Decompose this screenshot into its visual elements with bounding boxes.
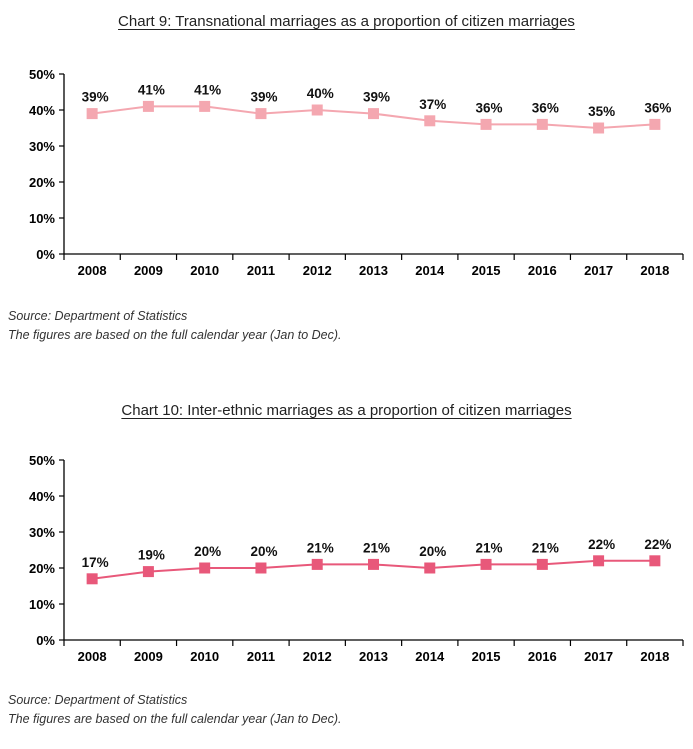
x-tick-label: 2014 bbox=[415, 649, 445, 664]
data-label: 41% bbox=[138, 82, 165, 97]
data-label: 21% bbox=[307, 540, 334, 555]
y-tick-label: 10% bbox=[29, 597, 55, 612]
chart-9-source: Source: Department of Statistics bbox=[8, 309, 188, 323]
data-point-marker bbox=[649, 118, 661, 130]
x-tick-label: 2018 bbox=[640, 263, 669, 278]
y-tick-label: 30% bbox=[29, 525, 55, 540]
data-point-marker bbox=[649, 555, 661, 567]
data-point-marker bbox=[368, 108, 379, 120]
x-tick-label: 2016 bbox=[528, 649, 557, 664]
data-point-marker bbox=[311, 104, 323, 116]
x-tick-label: 2016 bbox=[528, 263, 557, 278]
chart-10-note: The figures are based on the full calend… bbox=[8, 712, 342, 726]
y-tick-label: 0% bbox=[36, 247, 55, 262]
x-tick-label: 2011 bbox=[247, 649, 275, 664]
data-label: 39% bbox=[250, 90, 277, 105]
y-tick-label: 20% bbox=[29, 561, 55, 576]
data-point-marker bbox=[142, 100, 154, 112]
data-point-marker bbox=[593, 555, 605, 567]
data-point-marker bbox=[368, 558, 379, 570]
x-tick-label: 2010 bbox=[190, 263, 219, 278]
x-tick-label: 2017 bbox=[584, 649, 613, 664]
data-label: 35% bbox=[588, 104, 615, 119]
data-label: 21% bbox=[476, 540, 503, 555]
data-label: 20% bbox=[419, 544, 446, 559]
data-label: 17% bbox=[82, 555, 109, 570]
data-label: 36% bbox=[532, 100, 559, 115]
y-tick-label: 0% bbox=[36, 633, 55, 648]
x-tick-label: 2010 bbox=[190, 649, 219, 664]
y-tick-label: 30% bbox=[29, 139, 55, 154]
data-point-marker bbox=[424, 115, 436, 127]
data-point-marker bbox=[199, 100, 211, 112]
data-point-marker bbox=[86, 108, 98, 120]
data-label: 19% bbox=[138, 548, 165, 563]
data-point-marker bbox=[86, 573, 98, 585]
x-tick-label: 2018 bbox=[640, 649, 669, 664]
data-label: 39% bbox=[363, 90, 390, 105]
data-label: 40% bbox=[307, 86, 334, 101]
chart-9-note: The figures are based on the full calend… bbox=[8, 328, 342, 342]
data-label: 20% bbox=[250, 544, 277, 559]
x-tick-label: 2008 bbox=[78, 649, 107, 664]
x-tick-label: 2011 bbox=[247, 263, 275, 278]
data-label: 22% bbox=[644, 537, 671, 552]
x-tick-label: 2008 bbox=[78, 263, 107, 278]
data-point-marker bbox=[593, 122, 605, 134]
data-point-marker bbox=[480, 558, 492, 570]
x-tick-label: 2009 bbox=[134, 263, 163, 278]
chart-9-plot: 0% 10% 20% 30% 40% 50% 2008 2009 2010 2011 2012 201… bbox=[29, 67, 684, 278]
y-tick-label: 40% bbox=[29, 103, 55, 118]
y-tick-label: 40% bbox=[29, 489, 55, 504]
x-tick-label: 2015 bbox=[472, 263, 501, 278]
x-tick-label: 2013 bbox=[359, 263, 388, 278]
data-label: 20% bbox=[194, 544, 221, 559]
x-tick-label: 2013 bbox=[359, 649, 388, 664]
data-point-marker bbox=[255, 108, 267, 120]
data-label: 22% bbox=[588, 537, 615, 552]
x-tick-label: 2012 bbox=[303, 649, 332, 664]
data-point-marker bbox=[424, 562, 436, 574]
x-tick-label: 2015 bbox=[472, 649, 501, 664]
x-tick-label: 2012 bbox=[303, 263, 332, 278]
data-label: 36% bbox=[476, 100, 503, 115]
data-label: 37% bbox=[419, 97, 446, 112]
y-tick-label: 10% bbox=[29, 211, 55, 226]
data-point-marker bbox=[311, 558, 323, 570]
data-point-marker bbox=[536, 118, 548, 130]
data-point-marker bbox=[480, 118, 492, 130]
data-label: 21% bbox=[532, 540, 559, 555]
data-label: 41% bbox=[194, 82, 221, 97]
x-tick-label: 2009 bbox=[134, 649, 163, 664]
x-tick-label: 2014 bbox=[415, 263, 445, 278]
data-point-marker bbox=[536, 558, 548, 570]
data-point-marker bbox=[199, 562, 211, 574]
chart-10-title: Chart 10: Inter-ethnic marriages as a pr… bbox=[121, 402, 572, 419]
y-tick-label: 50% bbox=[29, 67, 55, 82]
y-tick-label: 50% bbox=[29, 453, 55, 468]
chart-9-title: Chart 9: Transnational marriages as a pr… bbox=[118, 13, 575, 30]
data-label: 36% bbox=[644, 100, 671, 115]
x-tick-label: 2017 bbox=[584, 263, 613, 278]
data-point-marker bbox=[142, 566, 154, 578]
data-label: 39% bbox=[82, 90, 109, 105]
data-label: 21% bbox=[363, 540, 390, 555]
chart-10-source: Source: Department of Statistics bbox=[8, 693, 188, 707]
chart-10-plot: 0% 10% 20% 30% 40% 50% 2008 2009 2010 2011 2012 201… bbox=[29, 453, 684, 664]
y-tick-label: 20% bbox=[29, 175, 55, 190]
data-point-marker bbox=[255, 562, 267, 574]
